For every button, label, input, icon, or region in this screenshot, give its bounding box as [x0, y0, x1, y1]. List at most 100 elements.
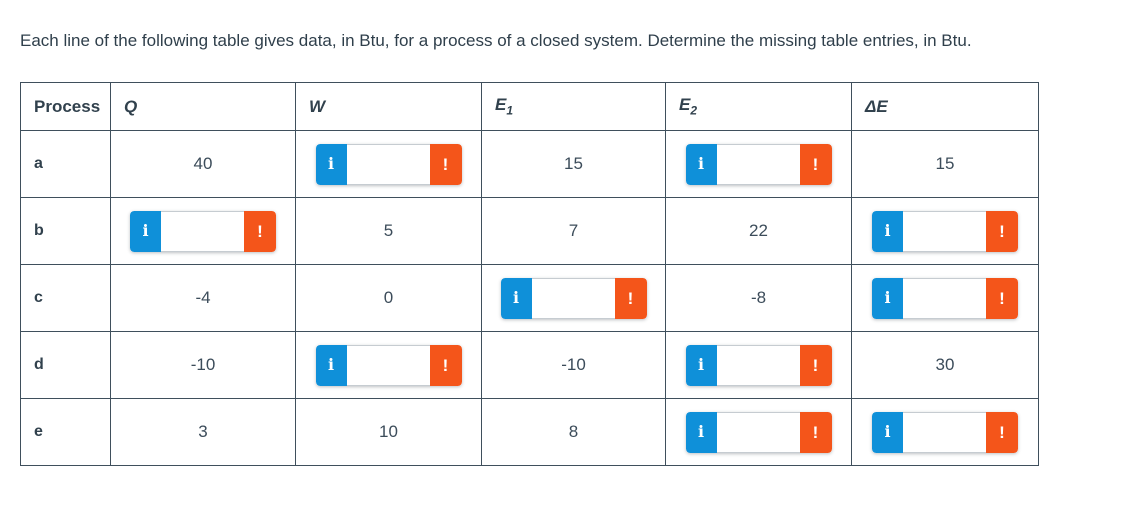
- table-row-c: c -4 0 i ! -8 i !: [20, 264, 1039, 332]
- cell-c-e1: i !: [481, 264, 666, 332]
- process-label-c: c: [20, 264, 111, 332]
- column-header-label: E: [679, 95, 691, 115]
- cell-d-e2: i !: [665, 331, 852, 399]
- info-button[interactable]: i: [685, 411, 717, 453]
- info-button[interactable]: i: [872, 277, 903, 319]
- cell-value: 0: [383, 288, 394, 307]
- cell-value: 40: [193, 154, 213, 173]
- table-row-b: b i ! 5 7 22 i !: [20, 197, 1039, 265]
- info-button[interactable]: i: [315, 344, 347, 386]
- alert-button[interactable]: !: [799, 411, 832, 453]
- cell-value: 15: [564, 154, 583, 173]
- cell-value: -10: [190, 355, 216, 374]
- answer-input-widget: i !: [315, 143, 462, 185]
- alert-icon: !: [812, 355, 819, 375]
- answer-input[interactable]: [716, 143, 800, 185]
- cell-value: 15: [935, 154, 955, 173]
- cell-c-w: 0: [295, 264, 482, 332]
- info-button[interactable]: i: [872, 210, 903, 252]
- alert-button[interactable]: !: [986, 210, 1018, 252]
- alert-button[interactable]: !: [799, 143, 832, 185]
- alert-icon: !: [442, 154, 449, 174]
- cell-a-de: 15: [851, 130, 1039, 198]
- cell-d-q: -10: [110, 331, 296, 399]
- cell-value: 3: [198, 422, 208, 441]
- cell-value: 5: [383, 221, 394, 240]
- answer-input[interactable]: [346, 344, 430, 386]
- info-icon: i: [884, 422, 891, 441]
- problem-statement: Each line of the following table gives d…: [20, 31, 972, 50]
- alert-button[interactable]: !: [799, 344, 832, 386]
- info-icon: i: [697, 355, 705, 374]
- cell-a-e2: i !: [665, 130, 852, 198]
- info-button[interactable]: i: [130, 210, 161, 252]
- info-button[interactable]: i: [685, 143, 717, 185]
- answer-input[interactable]: [161, 210, 244, 252]
- column-header-de: ΔE: [851, 82, 1039, 131]
- alert-icon: !: [999, 221, 1005, 241]
- cell-value: -10: [561, 355, 586, 374]
- cell-value: -4: [195, 288, 211, 307]
- answer-input-widget: i !: [315, 344, 462, 386]
- cell-b-w: 5: [295, 197, 482, 265]
- cell-c-de: i !: [851, 264, 1039, 332]
- cell-value: -8: [750, 288, 767, 307]
- alert-button[interactable]: !: [244, 210, 276, 252]
- cell-c-e2: -8: [665, 264, 852, 332]
- alert-icon: !: [812, 422, 819, 442]
- process-label-e: e: [20, 398, 111, 466]
- info-icon: i: [327, 154, 335, 173]
- alert-button[interactable]: !: [429, 143, 462, 185]
- column-header-w: W: [295, 82, 482, 131]
- table-row-a: a 40 i ! 15 i ! 15: [20, 130, 1039, 198]
- cell-d-w: i !: [295, 331, 482, 399]
- answer-input[interactable]: [531, 277, 615, 319]
- answer-input-widget: i !: [872, 411, 1018, 453]
- answer-input[interactable]: [903, 210, 986, 252]
- cell-e-e2: i !: [665, 398, 852, 466]
- answer-input[interactable]: [346, 143, 430, 185]
- answer-input-widget: i !: [685, 143, 832, 185]
- alert-button[interactable]: !: [986, 411, 1018, 453]
- column-header-subscript: 1: [506, 103, 514, 118]
- answer-input[interactable]: [716, 411, 800, 453]
- info-icon: i: [142, 221, 149, 240]
- process-label-d: d: [20, 331, 111, 399]
- answer-input-widget: i !: [872, 210, 1018, 252]
- cell-e-q: 3: [110, 398, 296, 466]
- answer-input[interactable]: [903, 277, 986, 319]
- info-button[interactable]: i: [872, 411, 903, 453]
- cell-d-e1: -10: [481, 331, 666, 399]
- cell-e-e1: 8: [481, 398, 666, 466]
- cell-e-w: 10: [295, 398, 482, 466]
- table-row-e: e 3 10 8 i ! i !: [20, 398, 1039, 466]
- cell-e-de: i !: [851, 398, 1039, 466]
- process-data-table: Process Q W E1 E2 ΔE a 40 i ! 15 i ! 15 b i ! 5…: [20, 82, 1039, 466]
- alert-button[interactable]: !: [614, 277, 647, 319]
- alert-button[interactable]: !: [429, 344, 462, 386]
- info-button[interactable]: i: [685, 344, 717, 386]
- cell-value: 7: [568, 221, 579, 240]
- cell-a-w: i !: [295, 130, 482, 198]
- alert-icon: !: [442, 355, 449, 375]
- alert-icon: !: [999, 288, 1005, 308]
- header-row: Process Q W E1 E2 ΔE: [20, 82, 1039, 131]
- info-button[interactable]: i: [315, 143, 347, 185]
- table-row-d: d -10 i ! -10 i ! 30: [20, 331, 1039, 399]
- process-label-b: b: [20, 197, 111, 265]
- info-button[interactable]: i: [500, 277, 532, 319]
- answer-input-widget: i !: [685, 411, 832, 453]
- alert-icon: !: [812, 154, 819, 174]
- column-header-process: Process: [20, 82, 111, 131]
- alert-button[interactable]: !: [986, 277, 1018, 319]
- cell-value: 30: [935, 355, 955, 374]
- column-header-label: W: [309, 96, 326, 116]
- cell-c-q: -4: [110, 264, 296, 332]
- answer-input[interactable]: [716, 344, 800, 386]
- column-header-e2: E2: [665, 82, 852, 131]
- cell-a-q: 40: [110, 130, 296, 198]
- answer-input[interactable]: [903, 411, 986, 453]
- alert-icon: !: [627, 288, 634, 308]
- process-label-a: a: [20, 130, 111, 198]
